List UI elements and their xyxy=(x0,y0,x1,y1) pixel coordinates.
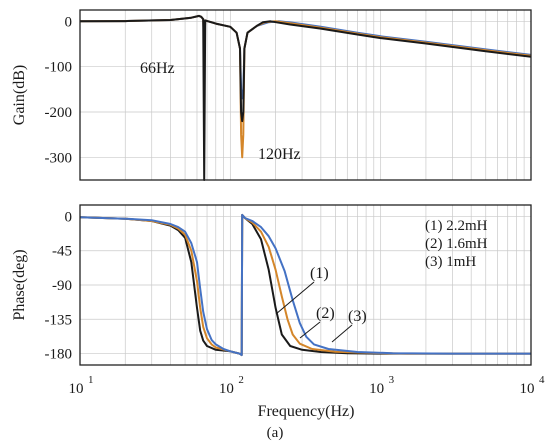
gain-y-axis-label: Gain(dB) xyxy=(11,65,28,125)
x-tick-exponent: 2 xyxy=(238,374,244,386)
x-tick-label: 10 xyxy=(69,381,84,397)
curve-label-leader-2 xyxy=(299,321,321,339)
curve-label-3: (3) xyxy=(348,308,367,325)
phase-y-tick-label: -135 xyxy=(45,312,73,328)
figure-caption: (a) xyxy=(267,425,284,441)
gain-series-3-line xyxy=(79,14,532,181)
gain-y-tick-label: -200 xyxy=(45,105,73,121)
phase-series-3-line xyxy=(79,213,531,357)
phase-curve-labels: (1) (2) (3) xyxy=(275,265,367,343)
curve-label-leader-3 xyxy=(331,324,353,343)
gain-series-1-line xyxy=(79,14,532,100)
curve-label-leader-1 xyxy=(275,281,315,315)
phase-grid xyxy=(80,205,531,365)
gain-y-ticks: 0 -100 -200 -300 xyxy=(45,14,73,166)
gain-curves xyxy=(79,14,532,181)
gain-grid xyxy=(80,10,531,180)
phase-y-axis-label: Phase(deg) xyxy=(11,249,28,320)
legend-entry-1: (1) 2.2mH xyxy=(425,218,488,234)
x-tick-exponent: 4 xyxy=(539,374,545,386)
x-tick-exponent: 3 xyxy=(389,374,395,386)
x-tick-label: 10 xyxy=(219,381,234,397)
curve-label-1: (1) xyxy=(310,265,329,282)
x-tick-exponent: 1 xyxy=(88,374,94,386)
x-tick-label: 10 xyxy=(520,381,535,397)
phase-plot-frame xyxy=(79,204,532,366)
gain-y-tick-label: 0 xyxy=(65,14,73,30)
x-axis-label: Frequency(Hz) xyxy=(258,403,355,420)
phase-y-tick-label: -45 xyxy=(52,244,72,260)
legend-entry-3: (3) 1mH xyxy=(425,254,476,270)
phase-y-tick-label: 0 xyxy=(65,209,73,225)
legend-entry-2: (2) 1.6mH xyxy=(425,236,488,252)
x-tick-label: 10 xyxy=(369,381,384,397)
gain-series-2-line xyxy=(79,14,532,159)
gain-y-tick-label: -300 xyxy=(45,150,73,166)
curve-label-2: (2) xyxy=(316,305,335,322)
phase-y-ticks: 0 -45 -90 -135 -180 xyxy=(45,209,73,362)
annotation-120hz: 120Hz xyxy=(258,146,301,163)
phase-x-ticks: 10 1 10 2 10 3 10 4 xyxy=(69,374,546,397)
phase-y-tick-label: -90 xyxy=(52,278,72,294)
phase-curves xyxy=(79,213,531,357)
phase-legend: (1) 2.2mH (2) 1.6mH (3) 1mH xyxy=(425,218,488,270)
gain-plot-frame xyxy=(79,9,532,181)
annotation-66hz: 66Hz xyxy=(140,60,175,77)
gain-y-tick-label: -100 xyxy=(45,60,73,76)
phase-y-tick-label: -180 xyxy=(45,347,73,363)
